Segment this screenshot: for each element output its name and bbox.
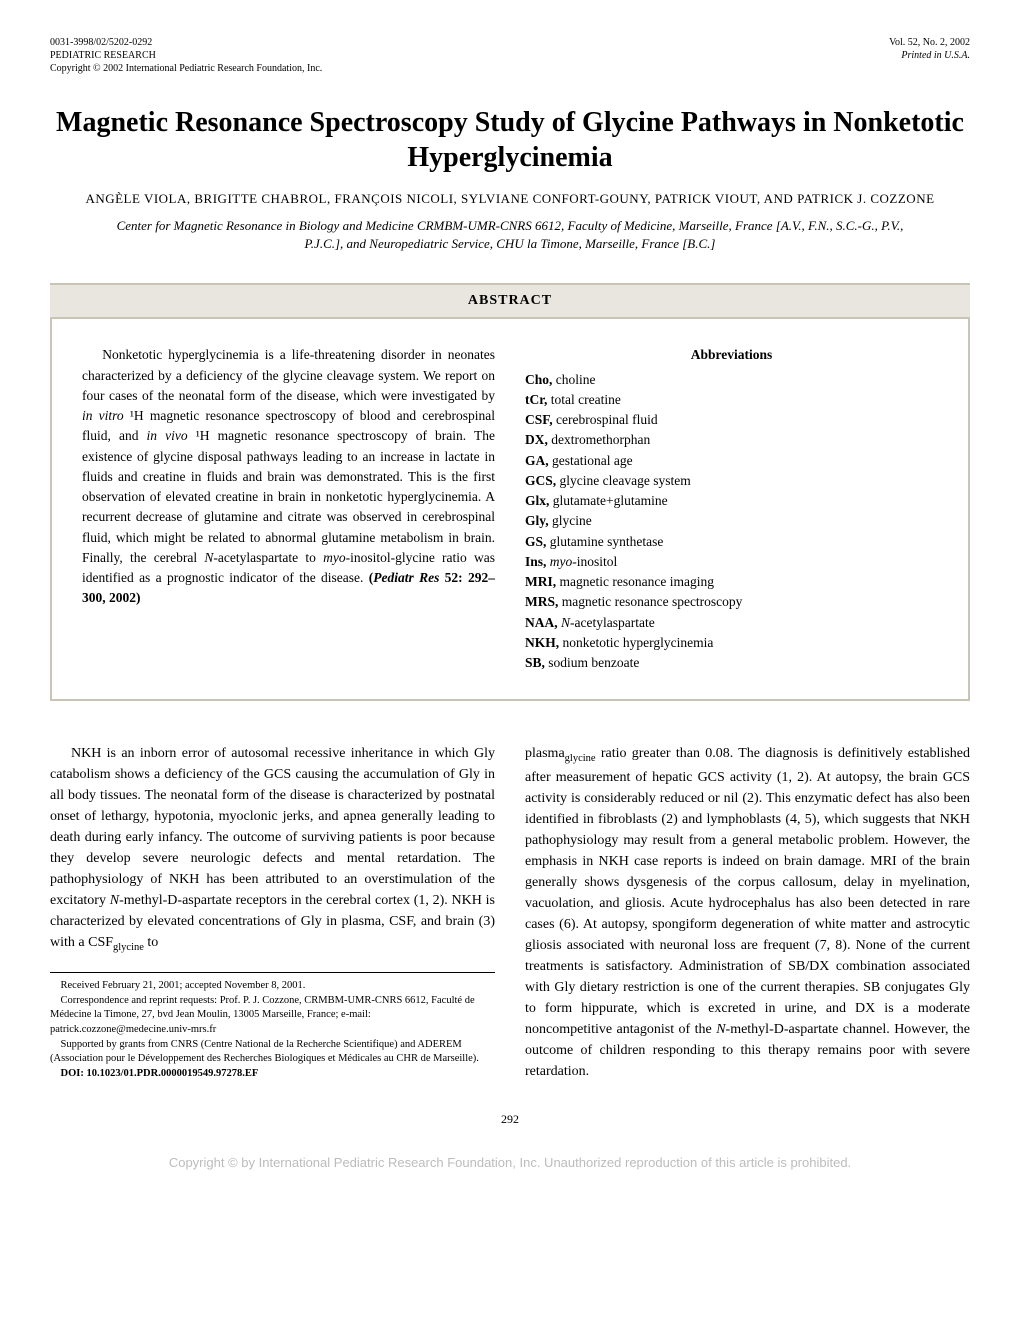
abbreviation-def: sodium benzoate — [545, 655, 639, 670]
abbreviation-key: tCr, — [525, 392, 547, 407]
abbreviation-def: glycine — [549, 513, 592, 528]
abbreviations-title: Abbreviations — [525, 345, 938, 365]
abstract-part: acetylaspartate to — [218, 550, 323, 565]
body-text: -methyl- — [119, 893, 167, 908]
abstract-heading: ABSTRACT — [50, 283, 970, 319]
abbreviation-item: MRI, magnetic resonance imaging — [525, 572, 938, 592]
abbreviation-def: magnetic resonance spectroscopy — [558, 594, 742, 609]
abbreviation-ital: N — [561, 615, 570, 630]
abbreviation-def: total creatine — [547, 392, 620, 407]
abbreviation-def: glycine cleavage system — [556, 473, 691, 488]
header-copyright: Copyright © 2002 International Pediatric… — [50, 62, 322, 75]
abbreviation-def: -acetylaspartate — [570, 615, 655, 630]
body-text: -methyl- — [726, 1022, 774, 1037]
abbreviation-def: glutamate+glutamine — [549, 493, 667, 508]
header-journal: PEDIATRIC RESEARCH — [50, 49, 322, 62]
abbreviations-block: Abbreviations Cho, cholinetCr, total cre… — [525, 345, 938, 673]
header-printed: Printed in U.S.A. — [889, 49, 970, 62]
abstract-n: N- — [204, 550, 218, 565]
abbreviation-key: Gly, — [525, 513, 549, 528]
abstract-myo: myo- — [323, 550, 350, 565]
body-sub: glycine — [113, 942, 144, 953]
abbreviation-def: choline — [552, 372, 595, 387]
header-left: 0031-3998/02/5202-0292 PEDIATRIC RESEARC… — [50, 36, 322, 75]
abbreviation-key: Cho, — [525, 372, 552, 387]
body-ital: N — [716, 1022, 725, 1037]
abstract-text: Nonketotic hyperglycinemia is a life-thr… — [82, 345, 495, 673]
footnote-received: Received February 21, 2001; accepted Nov… — [50, 979, 495, 994]
abbreviation-key: Ins, — [525, 554, 546, 569]
abstract-cite-journal: Pediatr Res — [373, 570, 439, 585]
abbreviation-item: NKH, nonketotic hyperglycinemia — [525, 633, 938, 653]
abbreviations-list: Cho, cholinetCr, total creatineCSF, cere… — [525, 370, 938, 674]
author-list: ANGÈLE VIOLA, BRIGITTE CHABROL, FRANÇOIS… — [50, 191, 970, 207]
body-paragraph: NKH is an inborn error of autosomal rece… — [50, 743, 495, 956]
body-text: ratio greater than 0.08. The diagnosis i… — [525, 746, 970, 1037]
abbreviation-key: GA, — [525, 453, 549, 468]
abbreviation-key: CSF, — [525, 412, 553, 427]
body-text: NKH is an inborn error of autosomal rece… — [50, 746, 495, 908]
abbreviation-key: NKH, — [525, 635, 559, 650]
header-volume: Vol. 52, No. 2, 2002 — [889, 36, 970, 49]
abbreviation-def: nonketotic hyperglycinemia — [559, 635, 713, 650]
abstract-invivo: in vivo — [147, 428, 196, 443]
abbreviation-item: GS, glutamine synthetase — [525, 532, 938, 552]
copyright-footer: Copyright © by International Pediatric R… — [0, 1147, 1020, 1184]
footnote-doi: DOI: 10.1023/01.PDR.0000019549.97278.EF — [50, 1067, 495, 1082]
abbreviation-item: tCr, total creatine — [525, 390, 938, 410]
abstract-part: ¹H magnetic resonance spectroscopy of br… — [82, 428, 495, 565]
body-smallcap: D — [774, 1022, 784, 1037]
abbreviation-def: cerebrospinal fluid — [553, 412, 658, 427]
body-sub: glycine — [565, 753, 596, 764]
abbreviation-key: SB, — [525, 655, 545, 670]
body-column-right: plasmaglycine ratio greater than 0.08. T… — [525, 743, 970, 1082]
abbreviation-ital: myo — [550, 554, 573, 569]
abbreviation-def: dextromethorphan — [548, 432, 650, 447]
abstract-invitro: in vitro — [82, 408, 130, 423]
abbreviation-item: DX, dextromethorphan — [525, 430, 938, 450]
abstract-part: Nonketotic hyperglycinemia is a life-thr… — [82, 347, 495, 403]
abbreviation-item: SB, sodium benzoate — [525, 653, 938, 673]
abbreviation-key: DX, — [525, 432, 548, 447]
body-text: plasma — [525, 746, 565, 761]
abbreviation-item: GCS, glycine cleavage system — [525, 471, 938, 491]
abbreviation-item: Glx, glutamate+glutamine — [525, 491, 938, 511]
abbreviation-item: CSF, cerebrospinal fluid — [525, 410, 938, 430]
body-ital: N — [110, 893, 119, 908]
abbreviation-key: MRI, — [525, 574, 556, 589]
body-columns: NKH is an inborn error of autosomal rece… — [50, 743, 970, 1082]
abbreviation-def: gestational age — [549, 453, 633, 468]
footnotes: Received February 21, 2001; accepted Nov… — [50, 972, 495, 1082]
abbreviation-item: MRS, magnetic resonance spectroscopy — [525, 592, 938, 612]
abbreviation-key: Glx, — [525, 493, 549, 508]
footnote-correspondence: Correspondence and reprint requests: Pro… — [50, 994, 495, 1038]
abbreviation-key: GCS, — [525, 473, 556, 488]
abbreviation-key: GS, — [525, 534, 546, 549]
abstract-box: Nonketotic hyperglycinemia is a life-thr… — [50, 319, 970, 701]
abbreviation-item: Gly, glycine — [525, 511, 938, 531]
page-number: 292 — [50, 1112, 970, 1127]
body-smallcap: D — [167, 893, 177, 908]
running-header: 0031-3998/02/5202-0292 PEDIATRIC RESEARC… — [50, 36, 970, 75]
header-right: Vol. 52, No. 2, 2002 Printed in U.S.A. — [889, 36, 970, 75]
abbreviation-def: magnetic resonance imaging — [556, 574, 714, 589]
body-text: to — [144, 935, 158, 950]
abbreviation-item: Cho, choline — [525, 370, 938, 390]
abbreviation-item: NAA, N-acetylaspartate — [525, 613, 938, 633]
abbreviation-key: MRS, — [525, 594, 558, 609]
abbreviation-item: GA, gestational age — [525, 451, 938, 471]
abbreviation-item: Ins, myo-inositol — [525, 552, 938, 572]
footnote-supported: Supported by grants from CNRS (Centre Na… — [50, 1038, 495, 1067]
abbreviation-def: -inositol — [572, 554, 617, 569]
article-title: Magnetic Resonance Spectroscopy Study of… — [50, 105, 970, 175]
body-column-left: NKH is an inborn error of autosomal rece… — [50, 743, 495, 1082]
abbreviation-def: glutamine synthetase — [546, 534, 663, 549]
affiliation: Center for Magnetic Resonance in Biology… — [110, 217, 910, 253]
header-code: 0031-3998/02/5202-0292 — [50, 36, 322, 49]
abbreviation-key: NAA, — [525, 615, 558, 630]
